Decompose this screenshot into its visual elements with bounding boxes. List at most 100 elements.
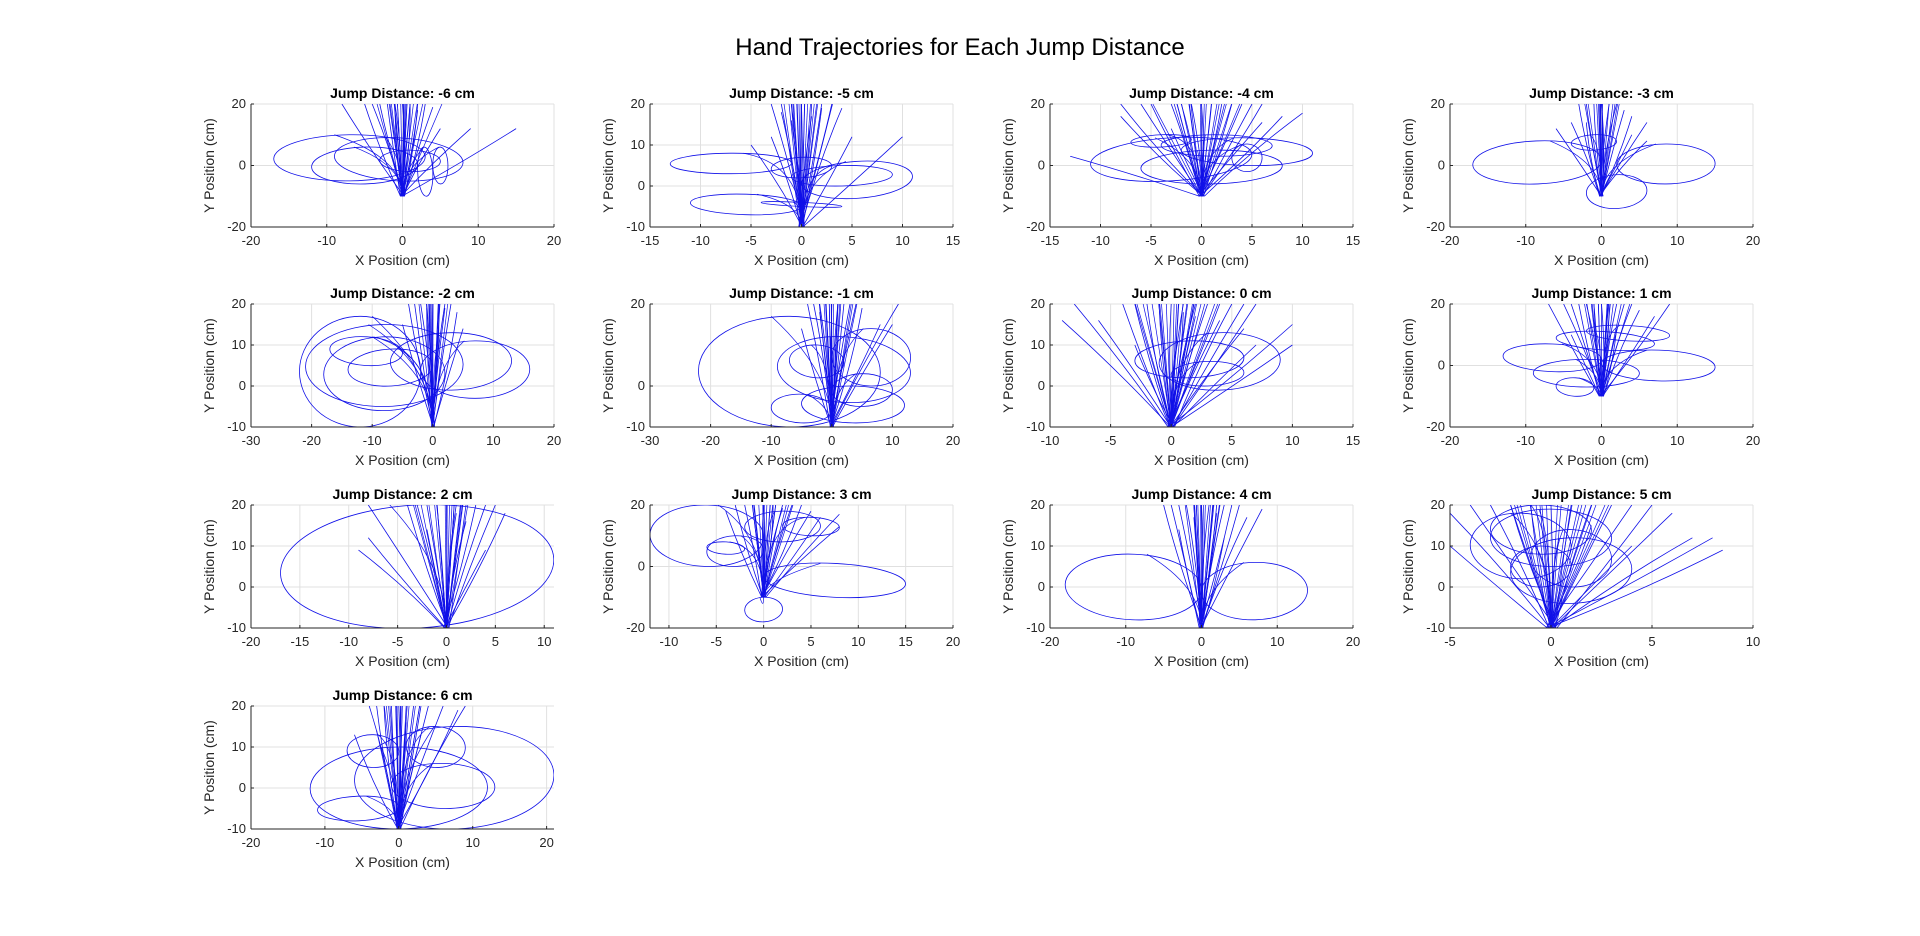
trajectory-line bbox=[1170, 128, 1204, 197]
x-tick-label: -20 bbox=[242, 835, 261, 850]
trajectory-line bbox=[1202, 104, 1253, 197]
trajectory-line bbox=[1167, 134, 1202, 197]
trajectory-loop bbox=[831, 328, 911, 387]
y-tick-label: 0 bbox=[239, 378, 246, 393]
trajectory-loop bbox=[329, 336, 403, 367]
subplot-title: Jump Distance: 3 cm bbox=[731, 486, 871, 502]
trajectory-loop bbox=[801, 385, 905, 424]
y-axis-label: Y Position (cm) bbox=[201, 318, 217, 413]
y-tick-label: 20 bbox=[631, 296, 645, 311]
trajectory-line bbox=[1169, 328, 1245, 427]
trajectory-line bbox=[341, 104, 405, 197]
trajectory-traces bbox=[669, 104, 913, 227]
x-tick-label: 5 bbox=[1248, 233, 1255, 248]
trajectory-line bbox=[426, 308, 433, 427]
y-tick-label: 10 bbox=[1431, 538, 1445, 553]
trajectory-traces bbox=[309, 706, 554, 829]
x-axis-label: X Position (cm) bbox=[754, 252, 849, 268]
y-tick-label: 0 bbox=[638, 378, 645, 393]
trajectory-line bbox=[1584, 304, 1602, 397]
trajectory-loop bbox=[1170, 360, 1245, 387]
trajectory-line bbox=[1578, 377, 1602, 397]
trajectory-traces bbox=[273, 104, 517, 197]
y-axis-label: Y Position (cm) bbox=[201, 118, 217, 213]
trajectory-line bbox=[1198, 122, 1263, 197]
trajectory-line bbox=[1546, 537, 1713, 628]
subplot-title: Jump Distance: 4 cm bbox=[1131, 486, 1271, 502]
trajectory-line bbox=[1601, 325, 1620, 397]
trajectory-loop bbox=[1201, 561, 1308, 621]
x-tick-label: 15 bbox=[946, 233, 960, 248]
trajectory-line bbox=[1469, 505, 1557, 628]
trajectory-line bbox=[802, 136, 853, 227]
x-tick-label: 10 bbox=[1285, 433, 1299, 448]
trajectory-loop bbox=[1570, 134, 1618, 151]
x-tick-label: 0 bbox=[760, 634, 767, 649]
subplot-5: -30 -20 -10 0 10 20 -10 0 10 20 Jump Distance: -2 … bbox=[201, 285, 561, 468]
trajectory-traces bbox=[1070, 104, 1313, 197]
trajectory-line bbox=[829, 324, 881, 427]
x-axis-label: X Position (cm) bbox=[355, 653, 450, 669]
trajectory-line bbox=[1550, 545, 1633, 628]
trajectory-loop bbox=[706, 535, 765, 567]
y-tick-label: 10 bbox=[631, 137, 645, 152]
trajectory-line bbox=[1201, 505, 1214, 628]
trajectory-line bbox=[831, 304, 899, 427]
trajectory-line bbox=[432, 332, 440, 427]
x-tick-label: -20 bbox=[1441, 433, 1460, 448]
trajectory-line bbox=[1170, 344, 1293, 427]
trajectory-line bbox=[1601, 174, 1611, 197]
trajectory-line bbox=[1601, 349, 1648, 397]
trajectory-line bbox=[1602, 316, 1655, 397]
trajectory-traces bbox=[1064, 505, 1308, 628]
x-tick-label: -5 bbox=[711, 634, 723, 649]
trajectory-line bbox=[385, 706, 400, 829]
trajectory-loop bbox=[1469, 512, 1572, 580]
x-tick-label: 0 bbox=[828, 433, 835, 448]
trajectory-line bbox=[1158, 304, 1172, 427]
trajectory-line bbox=[1556, 505, 1653, 628]
trajectory-line bbox=[770, 136, 802, 227]
subplot-6: -30 -20 -10 0 10 20 -10 0 20 Jump Distance: -1 cm… bbox=[600, 285, 960, 468]
trajectory-line bbox=[763, 505, 777, 598]
trajectory-loop bbox=[831, 373, 893, 407]
trajectory-loop bbox=[1586, 324, 1671, 342]
trajectory-line bbox=[1195, 505, 1202, 628]
trajectory-loop bbox=[432, 146, 449, 185]
y-axis-label: Y Position (cm) bbox=[1400, 118, 1416, 213]
subplot-title: Jump Distance: -5 cm bbox=[729, 85, 874, 101]
trajectory-line bbox=[1550, 505, 1597, 628]
trajectory-line bbox=[831, 304, 858, 427]
trajectory-traces bbox=[1502, 304, 1716, 397]
trajectory-loop bbox=[1532, 358, 1640, 388]
x-tick-label: 10 bbox=[465, 835, 479, 850]
trajectory-loop bbox=[346, 734, 400, 768]
y-tick-label: 20 bbox=[1031, 497, 1045, 512]
trajectory-line bbox=[1550, 505, 1579, 628]
x-tick-label: 10 bbox=[1295, 233, 1309, 248]
x-tick-label: -20 bbox=[701, 433, 720, 448]
trajectory-loop bbox=[706, 541, 746, 555]
trajectory-line bbox=[399, 734, 422, 829]
trajectory-line bbox=[801, 104, 805, 227]
trajectory-traces bbox=[1472, 104, 1716, 210]
trajectory-line bbox=[1490, 505, 1550, 628]
x-axis-label: X Position (cm) bbox=[1554, 653, 1649, 669]
x-tick-label: -20 bbox=[242, 233, 261, 248]
x-axis-label: X Position (cm) bbox=[1154, 252, 1249, 268]
trajectory-line bbox=[802, 108, 823, 227]
trajectory-loop bbox=[801, 160, 913, 200]
x-tick-label: -10 bbox=[1041, 433, 1060, 448]
x-axis-label: X Position (cm) bbox=[355, 854, 450, 870]
trajectory-line bbox=[367, 537, 446, 628]
x-tick-label: 20 bbox=[1746, 233, 1760, 248]
trajectory-line bbox=[763, 505, 773, 598]
x-tick-label: 0 bbox=[1598, 233, 1605, 248]
x-tick-label: 0 bbox=[1198, 634, 1205, 649]
trajectory-loop bbox=[1601, 349, 1716, 382]
trajectory-line bbox=[1202, 513, 1218, 628]
subplot-title: Jump Distance: -3 cm bbox=[1529, 85, 1674, 101]
trajectory-loop bbox=[782, 516, 840, 537]
